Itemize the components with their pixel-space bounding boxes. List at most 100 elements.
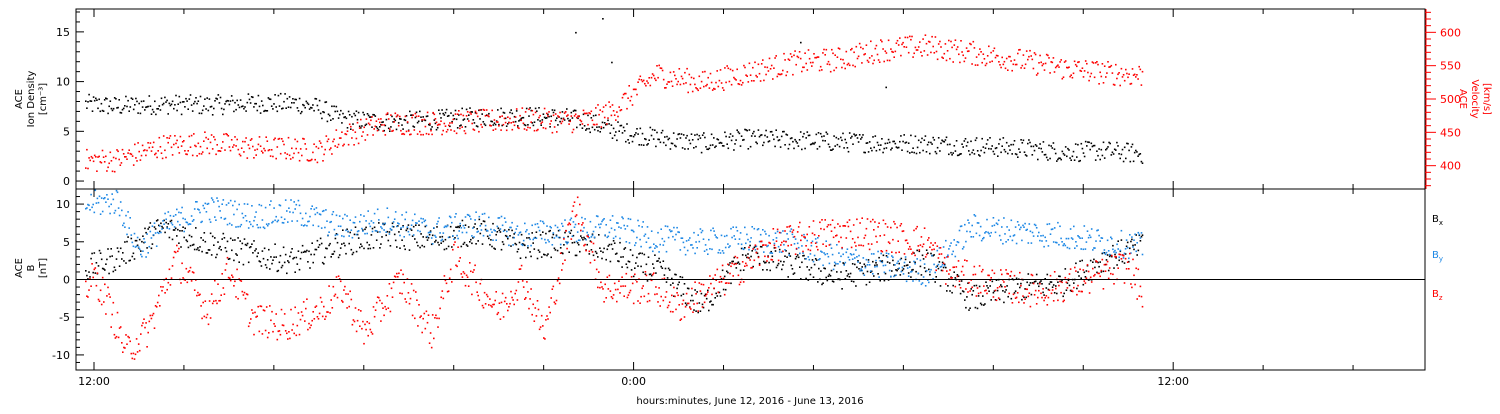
point-bx (749, 245, 751, 247)
point-bz (1078, 291, 1080, 293)
point-bz (493, 304, 495, 306)
point-bz (338, 275, 340, 277)
point-by (1001, 226, 1003, 228)
point-bz (378, 297, 380, 299)
point-bz (867, 218, 869, 220)
point-by (421, 222, 423, 224)
point-bx (250, 246, 252, 248)
point-density (218, 94, 220, 96)
point-by (666, 251, 668, 253)
point-velocity (848, 63, 850, 65)
point-by (328, 231, 330, 233)
point-bz (951, 277, 953, 279)
point-density (525, 125, 527, 127)
point-density (1004, 149, 1006, 151)
point-velocity (1029, 50, 1031, 52)
point-by (719, 249, 721, 251)
point-velocity (929, 41, 931, 43)
point-by (388, 217, 390, 219)
point-bx (248, 262, 250, 264)
point-velocity (210, 142, 212, 144)
point-velocity (292, 157, 294, 159)
point-density (804, 148, 806, 150)
point-by (890, 276, 892, 278)
point-velocity (968, 50, 970, 52)
point-bx (784, 255, 786, 257)
point-bz (437, 326, 439, 328)
point-density (186, 100, 188, 102)
point-density (231, 95, 233, 97)
point-by (265, 207, 267, 209)
point-bz (287, 338, 289, 340)
point-density (582, 127, 584, 129)
point-by (447, 225, 449, 227)
point-velocity (495, 128, 497, 130)
point-bz (477, 295, 479, 297)
point-density (758, 129, 760, 131)
point-velocity (537, 129, 539, 131)
point-velocity (144, 149, 146, 151)
point-by (372, 231, 374, 233)
point-bx (389, 231, 391, 233)
point-bx (475, 243, 477, 245)
point-bx (934, 281, 936, 283)
point-velocity (209, 153, 211, 155)
point-by (852, 258, 854, 260)
point-bz (545, 319, 547, 321)
point-density (871, 150, 873, 152)
point-by (639, 239, 641, 241)
point-bz (214, 280, 216, 282)
point-bz (625, 285, 627, 287)
point-velocity (573, 129, 575, 131)
point-by (644, 235, 646, 237)
point-by (305, 213, 307, 215)
point-velocity (240, 155, 242, 157)
point-bz (896, 227, 898, 229)
point-bz (300, 319, 302, 321)
point-by (919, 280, 921, 282)
point-velocity (1027, 59, 1029, 61)
point-by (294, 208, 296, 210)
point-bz (599, 287, 601, 289)
point-velocity (681, 76, 683, 78)
point-velocity (509, 118, 511, 120)
point-velocity (703, 86, 705, 88)
point-velocity (602, 111, 604, 113)
point-bz (528, 308, 530, 310)
point-by (238, 204, 240, 206)
point-density (919, 152, 921, 154)
point-bx (326, 248, 328, 250)
point-by (363, 215, 365, 217)
point-velocity (1138, 66, 1140, 68)
point-velocity (804, 52, 806, 54)
point-bz (555, 303, 557, 305)
point-density (1024, 151, 1026, 153)
point-velocity (485, 115, 487, 117)
point-bx (414, 238, 416, 240)
point-density (438, 109, 440, 111)
point-by (926, 270, 928, 272)
point-bz (567, 224, 569, 226)
point-bx (507, 238, 509, 240)
point-bz (1020, 285, 1022, 287)
point-velocity (355, 131, 357, 133)
point-density (773, 139, 775, 141)
point-density (203, 105, 205, 107)
point-bx (244, 238, 246, 240)
point-bz (871, 243, 873, 245)
point-bx (611, 244, 613, 246)
point-bx (717, 295, 719, 297)
point-bz (627, 297, 629, 299)
point-velocity (622, 97, 624, 99)
point-by (636, 237, 638, 239)
point-bz (1124, 282, 1126, 284)
point-bz (596, 269, 598, 271)
point-velocity (834, 54, 836, 56)
point-density (661, 132, 663, 134)
point-velocity (1023, 54, 1025, 56)
point-density (767, 136, 769, 138)
point-bx (873, 275, 875, 277)
point-bz (426, 311, 428, 313)
point-bz (170, 284, 172, 286)
point-density (640, 128, 642, 130)
